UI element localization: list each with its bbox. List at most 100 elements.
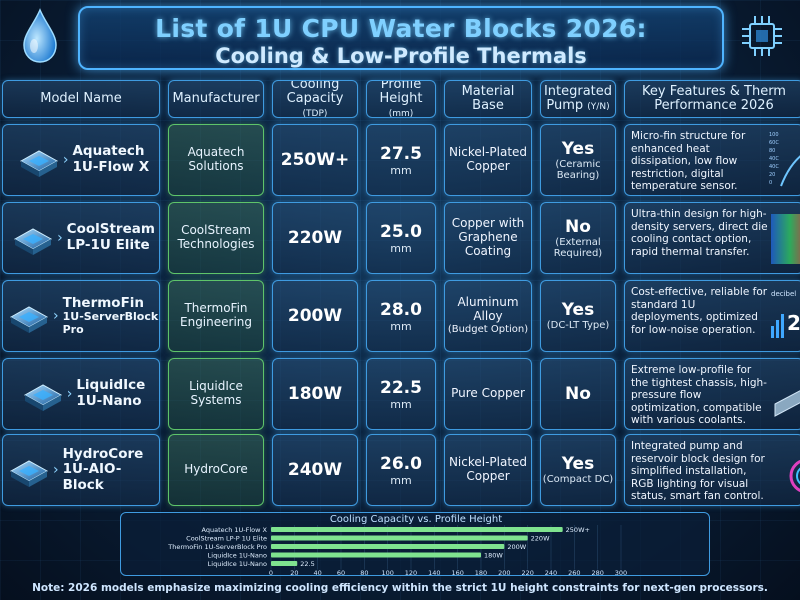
water-block-thumbnail-icon [7,441,51,499]
chart-x-tick-label: 60 [337,569,345,577]
profile-height-unit: mm [390,319,412,333]
material-line1: Nickel-Plated [448,455,528,470]
pump-value: Yes [561,300,595,321]
chevron-right-icon: › [66,386,73,402]
features-text: Integrated pump and reservoir block desi… [631,440,765,503]
profile-height-unit: mm [390,473,412,487]
visual-tick-label: 40C [769,164,779,170]
chart-x-tick-label: 40 [314,569,322,577]
model-name-line2: 1U-AIO-Block [62,461,122,493]
chart-x-tick-label: 180 [475,569,487,577]
table-row-height: 25.0 mm [366,202,436,274]
features-visual [769,208,800,268]
table-row-material: Nickel-Plated Copper [444,434,532,506]
model-name: Aquatech 1U-Flow X [72,144,149,175]
table-row-model: › HydroCore 1U-AIO-Block [2,434,160,506]
model-name-line1: ThermoFin [62,294,145,311]
header-integrated-pump: Integrated Pump (Y/N) [540,80,616,118]
table-row-model: › Aquatech 1U-Flow X [2,124,160,196]
header-manufacturer: Manufacturer [168,80,264,118]
model-name-line2: 1U-ServerBlock Pro [62,310,159,336]
chevron-right-icon: › [53,308,59,324]
model-name: HydroCore 1U-AIO-Block [62,445,159,494]
visual-tick-label: 20 [769,172,775,178]
table-row-material: Aluminum Alloy (Budget Option) [444,280,532,352]
chart-data-label: 22.5 [300,560,314,568]
table-row-manufacturer: HydroCore [168,434,264,506]
chart-x-tick-label: 80 [360,569,368,577]
visual-tick-label: 0 [769,180,772,186]
material-line2: Copper [466,469,510,483]
table-row-features: Micro-fin structure for enhanced heat di… [624,124,800,196]
visual-tick-label: 40C [769,156,779,162]
table-row-pump: No (External Required) [540,202,616,274]
pump-value: Yes [561,454,595,475]
profile-height-value: 26.0 [380,453,422,474]
chevron-right-icon: › [53,462,59,478]
chart-category-label: LiquidIce 1U-Nano [208,560,267,568]
table-row-model: › ThermoFin 1U-ServerBlock Pro [2,280,160,352]
pump-note-line1: (DC-LT Type) [546,320,610,332]
table-row-pump: Yes (Compact DC) [540,434,616,506]
visual-tick-label: 60C [769,140,779,146]
pump-value: No [565,216,591,237]
table-row-pump: No [540,358,616,430]
chart-x-tick-label: 300 [615,569,627,577]
model-name-line1: HydroCore [62,445,144,462]
cooling-capacity-value: 180W [287,384,343,404]
chart-x-tick-label: 0 [269,569,273,577]
table-row-material: Copper with Graphene Coating [444,202,532,274]
model-name-line1: Aquatech [72,143,145,160]
table-row-height: 26.0 mm [366,434,436,506]
water-block-thumbnail-icon [11,209,55,267]
manufacturer-line2: Technologies [177,237,255,251]
header-cooling-capacity: Cooling Capacity (TDP) [272,80,358,118]
profile-height-value: 27.5 [380,143,422,164]
cooling-capacity-value: 240W [287,460,343,480]
chart-x-tick-label: 240 [545,569,557,577]
table-row-cooling: 240W [272,434,358,506]
material-line1: Aluminum [457,295,519,310]
chart-data-label: 220W [531,535,550,543]
manufacturer-line1: Aquatech [187,145,245,160]
profile-height-unit: mm [390,241,412,255]
features-visual: 100 60C 80 40C 40C 20 0 [769,130,800,190]
table-row-manufacturer: LiquidIce Systems [168,358,264,430]
chart-x-tick-label: 100 [381,569,393,577]
material-line3: Coating [464,243,512,258]
model-name: CoolStream LP-1U Elite [67,222,155,253]
cooling-capacity-value: 220W [287,228,343,248]
table-row-material: Nickel-Plated Copper [444,124,532,196]
profile-height-unit: mm [390,163,412,177]
capacity-chart: Cooling Capacity vs. Profile Height 0 20 40… [120,512,710,577]
pump-note-line1: (External [555,236,601,248]
water-drop-icon [23,8,57,63]
water-block-thumbnail-icon [17,131,61,189]
model-name: ThermoFin 1U-ServerBlock Pro [62,294,159,337]
table-row-model: › LiquidIce 1U-Nano [2,358,160,430]
chart-bar [271,552,481,558]
chart-data-label: 250W+ [566,526,590,534]
features-text: Ultra-thin design for high-density serve… [631,208,768,258]
chart-x-tick-label: 160 [451,569,463,577]
pump-value: No [565,384,591,404]
profile-height-value: 28.0 [380,299,422,320]
table-row-features: Integrated pump and reservoir block desi… [624,434,800,506]
material-line1: Nickel-Plated [448,145,528,160]
title-banner: List of 1U CPU Water Blocks 2026: Coolin… [78,6,724,70]
chart-x-tick-label: 260 [568,569,580,577]
profile-height-value: 25.0 [380,221,422,242]
cooling-capacity-value: 250W+ [280,150,350,170]
header-profile-height: Profile Height (mm) [366,80,436,118]
pump-note-line2: Required) [553,248,603,259]
manufacturer-line2: Engineering [180,315,252,329]
chart-category-label: Aquatech 1U-Flow X [202,526,268,534]
manufacturer-line1: ThermoFin [184,301,248,316]
pump-value: Yes [561,138,595,159]
chart-x-tick-label: 220 [521,569,533,577]
chart-category-label: CoolStream LP-P 1U Elite [186,535,267,543]
pump-note-line1: (Ceramic [555,158,601,170]
pump-note-line1: (Compact DC) [542,474,614,486]
model-name-line2: 1U-Nano [76,393,142,409]
table-row-cooling: 220W [272,202,358,274]
